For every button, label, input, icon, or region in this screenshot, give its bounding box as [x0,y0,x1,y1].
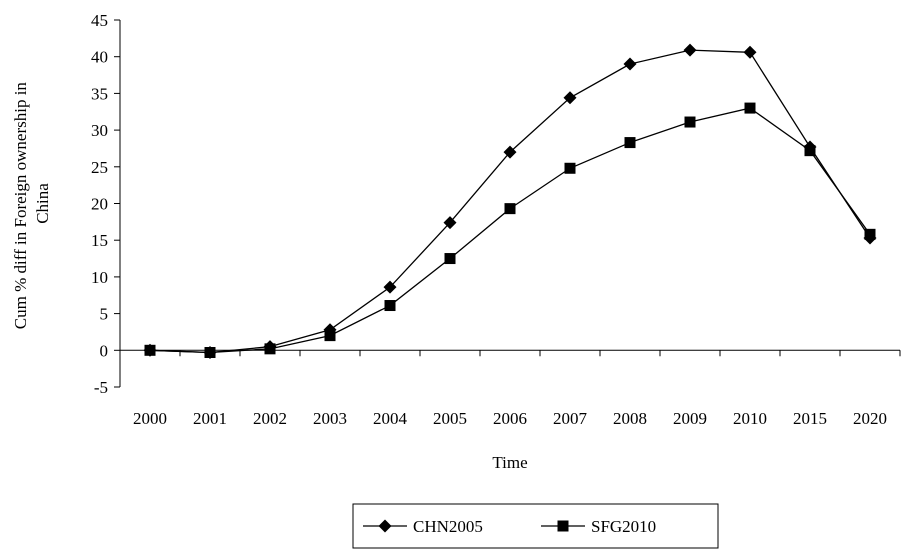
data-point [624,137,636,149]
x-tick-label: 2005 [433,409,467,428]
y-tick-label: 0 [100,341,109,360]
series-layer [143,43,877,360]
x-tick-label: 2001 [193,409,227,428]
data-point [204,347,216,359]
x-tick-label: 2007 [553,409,588,428]
legend-label: SFG2010 [591,517,656,536]
y-tick-label: 35 [91,84,108,103]
series-sfg2010 [144,102,876,359]
y-tick-label: 40 [91,48,108,67]
y-tick-label: 15 [91,231,108,250]
data-point [384,300,396,312]
y-axis-title-line-1: Cum % diff in Foreign ownership in [11,82,30,330]
x-tick-label: 2006 [493,409,527,428]
y-tick-label: 5 [100,305,109,324]
x-tick-label: 2000 [133,409,167,428]
data-point [864,228,876,240]
x-tick-label: 2004 [373,409,408,428]
x-tick-label: 2008 [613,409,647,428]
legend-item-sfg2010: SFG2010 [541,517,656,536]
data-point [623,57,637,71]
data-point [804,145,816,157]
x-tick-label: 2003 [313,409,347,428]
legend-marker [378,519,392,533]
data-point [383,280,397,294]
y-tick-label: 30 [91,121,108,140]
legend-label: CHN2005 [413,517,483,536]
x-tick-label: 2002 [253,409,287,428]
y-axis-title-line-2: China [33,183,52,224]
data-point [144,344,156,356]
x-axis: 2000 2001 2002 2003 2004 2005 2006 2007 2008 2009… [119,349,901,428]
legend-item-chn2005: CHN2005 [363,517,483,536]
data-point [324,330,336,342]
data-point [264,343,276,355]
data-point [564,162,576,174]
y-tick-label: 10 [91,268,108,287]
legend-marker [557,520,569,532]
data-point [504,203,516,215]
y-tick-label: -5 [94,378,108,397]
series-line [149,49,871,354]
data-point [503,145,517,159]
data-point [684,116,696,128]
legend: CHN2005 SFG2010 [352,503,719,549]
y-tick-label: 20 [91,195,108,214]
y-axis-title: Cum % diff in Foreign ownership in China [11,78,52,329]
series-chn2005 [143,43,877,360]
data-point [743,45,757,59]
x-tick-label: 2020 [853,409,887,428]
data-point [444,253,456,265]
x-tick-label: 2010 [733,409,767,428]
legend-box [352,503,719,549]
x-axis-title: Time [492,453,527,472]
y-axis: -5 0 5 10 15 20 25 30 35 40 45 [91,11,121,397]
data-point [443,216,457,230]
data-point [563,91,577,105]
data-point [683,43,697,57]
data-point [744,102,756,114]
y-tick-label: 25 [91,158,108,177]
x-tick-label: 2015 [793,409,827,428]
y-tick-label: 45 [91,11,108,30]
series-line [149,107,871,354]
x-tick-label: 2009 [673,409,707,428]
